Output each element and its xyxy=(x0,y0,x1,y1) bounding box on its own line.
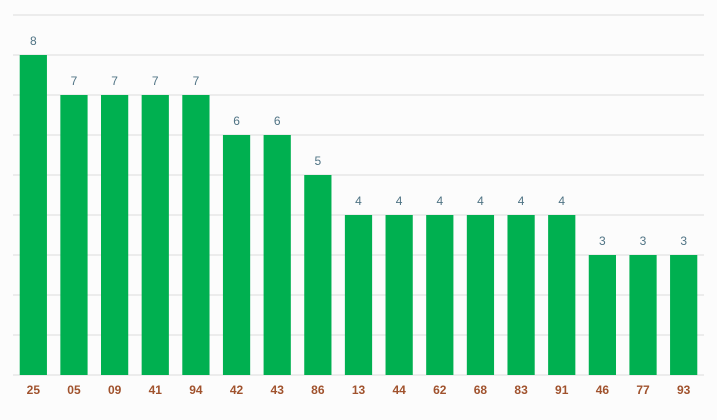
x-tick-label: 46 xyxy=(596,383,610,397)
value-label: 4 xyxy=(477,194,484,208)
x-tick-label: 43 xyxy=(271,383,285,397)
value-label: 4 xyxy=(518,194,525,208)
bar xyxy=(426,215,454,375)
x-tick-label: 25 xyxy=(27,383,41,397)
bar xyxy=(304,175,332,375)
x-tick-label: 44 xyxy=(392,383,406,397)
value-label: 4 xyxy=(355,194,362,208)
x-tick-label: 09 xyxy=(108,383,122,397)
bar xyxy=(141,95,169,375)
value-label: 4 xyxy=(436,194,443,208)
value-label: 4 xyxy=(558,194,565,208)
bar xyxy=(588,255,616,375)
value-label: 8 xyxy=(30,34,37,48)
value-label: 6 xyxy=(233,114,240,128)
x-tick-label: 83 xyxy=(514,383,528,397)
value-label: 7 xyxy=(111,74,118,88)
value-label: 5 xyxy=(315,154,322,168)
bar xyxy=(222,135,251,375)
bar xyxy=(60,95,88,375)
x-tick-label: 86 xyxy=(311,383,325,397)
bar xyxy=(344,215,373,375)
bar xyxy=(263,135,291,375)
value-label: 4 xyxy=(396,194,403,208)
bar xyxy=(101,95,129,375)
value-label: 6 xyxy=(274,114,281,128)
x-tick-label: 94 xyxy=(189,383,203,397)
x-tick-label: 68 xyxy=(474,383,488,397)
value-label: 3 xyxy=(640,234,647,248)
value-label: 3 xyxy=(599,234,606,248)
x-tick-label: 93 xyxy=(677,383,691,397)
x-tick-label: 41 xyxy=(149,383,163,397)
x-tick-label: 62 xyxy=(433,383,447,397)
bar xyxy=(548,215,576,375)
bar xyxy=(466,215,495,375)
x-tick-label: 42 xyxy=(230,383,244,397)
value-label: 3 xyxy=(680,234,687,248)
x-tick-label: 77 xyxy=(636,383,650,397)
value-label: 7 xyxy=(152,74,159,88)
value-label: 7 xyxy=(193,74,200,88)
value-label: 7 xyxy=(71,74,78,88)
bar xyxy=(19,55,47,375)
bar xyxy=(182,95,210,375)
bar xyxy=(507,215,535,375)
bar xyxy=(629,255,657,375)
bar xyxy=(670,255,698,375)
bar xyxy=(385,215,413,375)
x-tick-label: 05 xyxy=(67,383,81,397)
x-tick-label: 91 xyxy=(555,383,569,397)
x-tick-label: 13 xyxy=(352,383,366,397)
